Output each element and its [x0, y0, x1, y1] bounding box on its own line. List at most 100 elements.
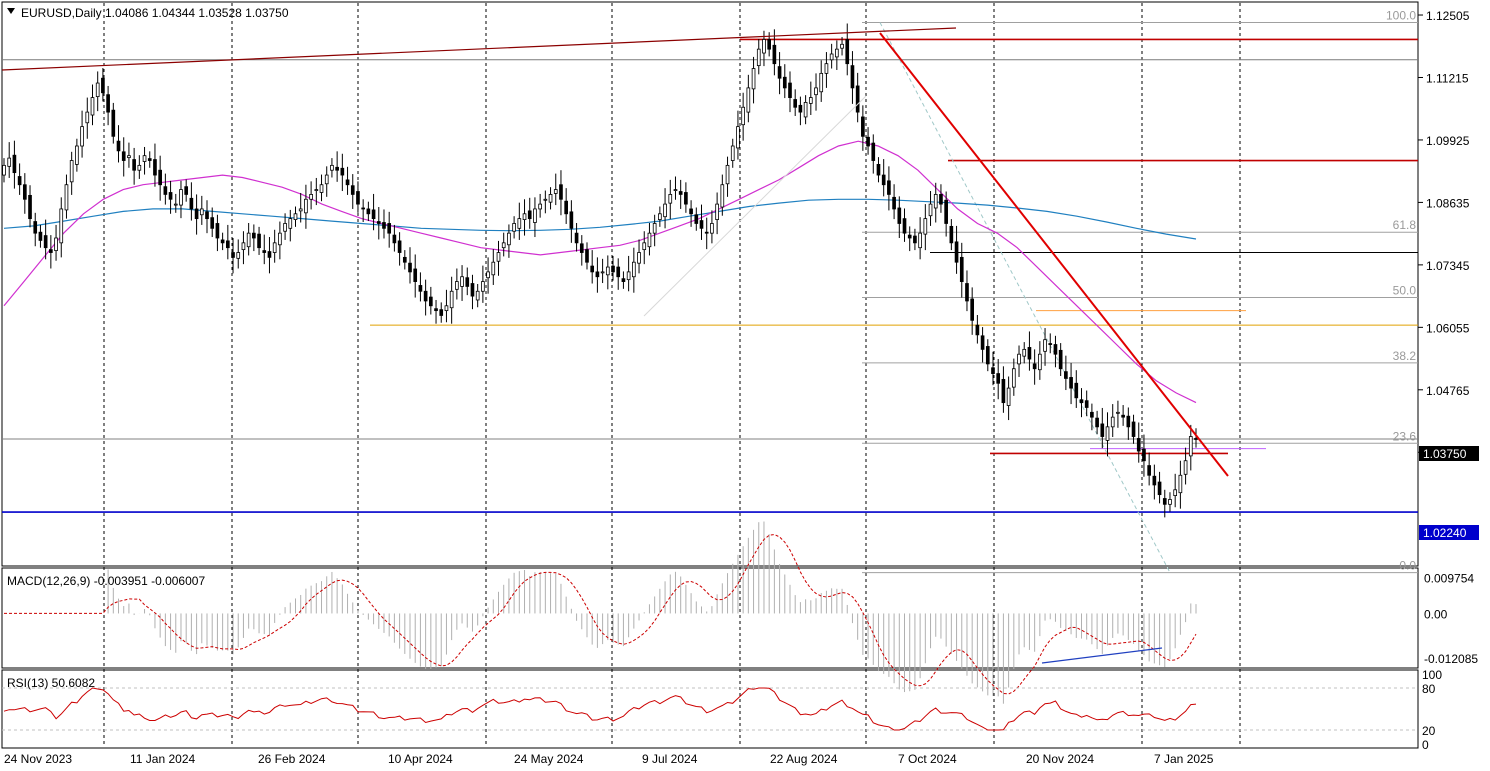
- candle-body: [725, 164, 730, 185]
- candle-body: [928, 203, 933, 217]
- candle-body: [517, 218, 522, 229]
- candle-body: [522, 213, 527, 221]
- candle-body: [1064, 371, 1068, 379]
- candle-body: [1126, 415, 1131, 428]
- candle-body: [663, 203, 667, 218]
- candle-body: [241, 242, 246, 251]
- candle-body: [397, 240, 402, 253]
- candle-body: [876, 163, 881, 176]
- candle-body: [892, 196, 896, 210]
- candle-body: [579, 243, 584, 253]
- time-tick-label: 7 Oct 2024: [898, 752, 957, 766]
- candle-body: [866, 136, 870, 147]
- candle-body: [803, 102, 808, 118]
- candle-body: [585, 249, 589, 263]
- candle-body: [699, 220, 704, 229]
- price-tick-label: 1.08635: [1426, 196, 1470, 210]
- candle-body: [736, 126, 740, 149]
- candle-body: [278, 232, 282, 246]
- candle-body: [767, 39, 772, 50]
- candle-body: [533, 208, 537, 223]
- candle-body: [829, 53, 834, 61]
- candle-body: [376, 221, 381, 224]
- time-tick-label: 26 Feb 2024: [258, 752, 326, 766]
- candle-body: [1022, 348, 1027, 357]
- candle-body: [101, 77, 105, 94]
- candle-body: [1142, 448, 1146, 462]
- current-price-label: 1.03750: [1423, 447, 1467, 461]
- candle-body: [64, 184, 69, 211]
- candle-body: [507, 232, 511, 246]
- candle-body: [647, 232, 652, 248]
- candle-body: [1011, 368, 1016, 388]
- candle-body: [861, 116, 865, 137]
- price-tick-label: 1.06055: [1426, 321, 1470, 335]
- candle-body: [408, 262, 412, 273]
- candle-body: [205, 211, 209, 220]
- candle-body: [652, 223, 657, 234]
- candle-body: [756, 48, 761, 67]
- dropdown-triangle-icon[interactable]: [7, 8, 15, 14]
- candle-body: [2, 164, 6, 176]
- candle-body: [1074, 382, 1079, 399]
- candle-body: [1121, 414, 1125, 418]
- time-tick-label: 24 Nov 2023: [4, 752, 72, 766]
- candle-body: [215, 223, 220, 239]
- candle-body: [632, 261, 636, 278]
- candle-body: [1131, 421, 1136, 437]
- candle-body: [1173, 489, 1178, 496]
- macd-tick-label: 0.009754: [1424, 571, 1474, 585]
- candle-body: [574, 232, 579, 244]
- candle-body: [257, 233, 261, 249]
- candle-body: [283, 223, 287, 232]
- fib-level-label: 0.0: [1399, 559, 1416, 573]
- price-axis: 1.12505 1.11215 1.09925 1.08635 1.07345 1.060…: [1418, 9, 1470, 460]
- candle-body: [985, 346, 990, 365]
- candle-body: [1105, 426, 1110, 441]
- candle-body: [69, 160, 74, 183]
- candle-body: [199, 208, 204, 216]
- candle-body: [835, 48, 839, 58]
- candle-body: [939, 194, 943, 205]
- rsi-panel: [1, 669, 1419, 749]
- candle-body: [1027, 347, 1032, 360]
- candle-body: [918, 232, 922, 249]
- fib-level-label: 61.8: [1393, 218, 1417, 232]
- candle-body: [43, 235, 48, 249]
- candle-body: [95, 82, 100, 98]
- candle-body: [444, 305, 449, 312]
- candle-body: [1069, 377, 1073, 389]
- candle-body: [423, 290, 428, 302]
- fibonacci-retracement: 100.0 61.8 50.0 38.2 23.6 0.0: [862, 9, 1418, 574]
- fib-level-label: 100.0: [1386, 9, 1416, 23]
- candle-body: [132, 159, 136, 171]
- candle-body: [121, 151, 126, 161]
- candle-body: [1116, 411, 1120, 414]
- candle-body: [75, 145, 79, 165]
- candle-body: [465, 277, 470, 287]
- candle-body: [17, 176, 22, 186]
- candle-body: [626, 271, 631, 281]
- candle-body: [33, 221, 38, 234]
- time-tick-label: 11 Jan 2024: [130, 752, 195, 766]
- candle-body: [954, 241, 959, 263]
- rsi-label: RSI(13) 50.6082: [7, 676, 95, 690]
- candle-body: [949, 225, 954, 244]
- vertical-gridlines: [103, 3, 1241, 747]
- candle-body: [475, 290, 480, 301]
- current-price-badge: [1419, 446, 1479, 461]
- time-axis: 24 Nov 2023 11 Jan 2024 26 Feb 2024 10 Apr …: [4, 752, 1214, 766]
- support-price-badge: [1419, 525, 1479, 540]
- candle-body: [1194, 438, 1198, 440]
- candle-body: [553, 189, 558, 194]
- candle-body: [85, 111, 90, 124]
- candle-body: [678, 191, 683, 195]
- candle-body: [772, 44, 777, 65]
- downtrend-line: [879, 32, 1229, 477]
- candle-body: [788, 82, 792, 98]
- candle-body: [262, 250, 267, 253]
- candle-body: [1043, 339, 1047, 352]
- candle-body: [189, 197, 194, 210]
- candle-body: [746, 87, 751, 113]
- candle-body: [324, 174, 329, 185]
